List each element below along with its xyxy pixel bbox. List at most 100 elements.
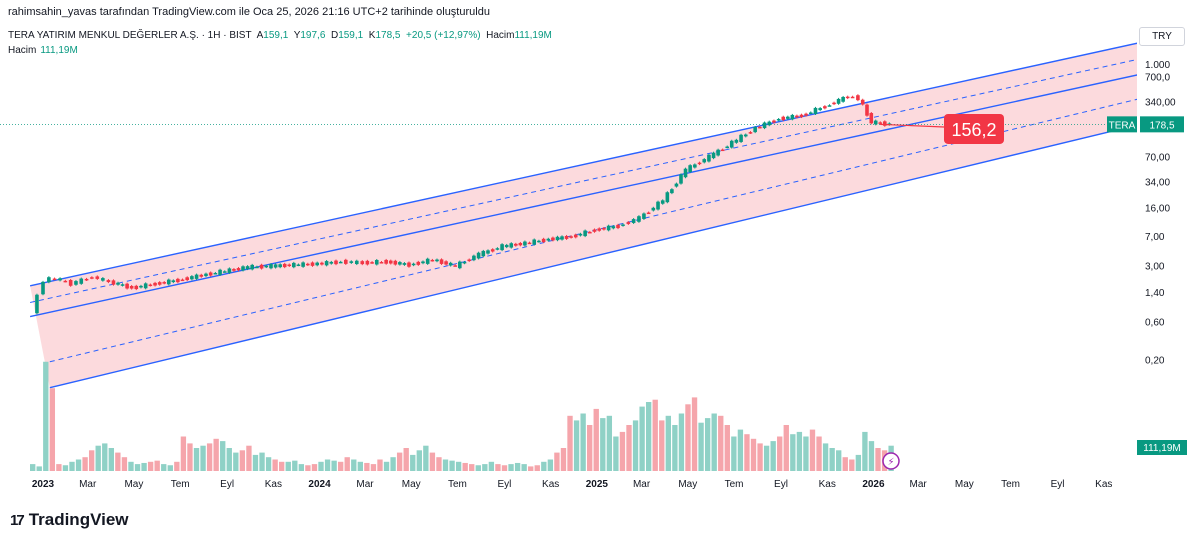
x-tick-label: 2025 xyxy=(586,479,609,490)
y-tick-label: 340,00 xyxy=(1145,98,1176,109)
y-tick-label: 1.000 xyxy=(1145,60,1170,71)
candle-body xyxy=(125,283,129,289)
candle-body xyxy=(693,164,697,168)
volume-bar xyxy=(567,415,573,471)
volume-bar xyxy=(95,445,101,471)
x-tick-label: Eyl xyxy=(774,479,788,490)
candle-body xyxy=(611,226,616,229)
tradingview-brand: TradingView xyxy=(28,510,129,529)
x-tick-label: Tem xyxy=(171,479,190,490)
volume-bar xyxy=(410,454,416,471)
volume-bar xyxy=(43,361,49,471)
candle-body xyxy=(578,233,583,236)
tradingview-logo[interactable]: 17 TradingView xyxy=(10,510,129,530)
candle-body xyxy=(865,104,869,116)
volume-bar xyxy=(652,399,658,471)
volume-bar xyxy=(626,425,632,471)
volume-bar xyxy=(337,461,344,471)
candle-body xyxy=(416,261,421,265)
volume-bar xyxy=(704,418,711,471)
volume-bar xyxy=(220,441,226,471)
x-tick-label: 2024 xyxy=(308,479,331,490)
volume-bar xyxy=(501,465,508,471)
candle-body xyxy=(296,264,301,267)
volume-bar xyxy=(488,461,495,471)
volume-bar xyxy=(49,388,56,471)
candle-body xyxy=(349,261,354,263)
channel-mid-line xyxy=(29,74,1137,318)
candle-body xyxy=(776,119,781,121)
candle-body xyxy=(674,183,679,187)
candle-body xyxy=(665,192,670,203)
candle-body xyxy=(90,277,94,279)
volume-bar xyxy=(82,457,88,471)
candle-body xyxy=(651,207,656,211)
candle-body xyxy=(569,236,573,238)
y-tick-label: 16,00 xyxy=(1145,204,1170,215)
candle-body xyxy=(273,264,278,268)
y-tick-label: 70,00 xyxy=(1145,152,1170,163)
volume-bar xyxy=(593,408,599,471)
candle-body xyxy=(320,262,324,265)
volume-bar xyxy=(462,462,468,471)
candle-body xyxy=(660,200,665,204)
volume-bar xyxy=(803,436,809,471)
x-tick-label: Tem xyxy=(448,479,467,490)
volume-bar xyxy=(816,436,822,471)
volume-bar xyxy=(390,457,396,471)
volume-bar xyxy=(777,436,783,471)
candle-body xyxy=(720,149,725,152)
volume-bar xyxy=(541,461,547,471)
volume-bar xyxy=(449,460,455,471)
volume-bar xyxy=(475,465,481,471)
candle-body xyxy=(523,241,527,246)
candle-body xyxy=(421,261,425,264)
candle-body xyxy=(236,268,241,271)
volume-bar xyxy=(469,464,475,471)
candle-body xyxy=(255,266,259,269)
candle-body xyxy=(278,264,282,268)
currency-selector[interactable]: TRY xyxy=(1139,27,1185,46)
candle-body xyxy=(631,219,636,223)
candle-body xyxy=(551,237,555,241)
channel-upper-dashed-line xyxy=(30,59,1137,303)
candle-body xyxy=(697,162,702,165)
volume-bar xyxy=(600,418,606,471)
volume-bar xyxy=(364,462,370,471)
volume-bar xyxy=(115,452,121,471)
candle-body xyxy=(509,243,514,248)
volume-bar xyxy=(259,452,265,471)
volume-bar xyxy=(285,461,291,471)
volume-bar xyxy=(632,420,639,471)
y-tick-label: 1,40 xyxy=(1145,288,1165,299)
candle-body xyxy=(68,280,73,286)
candle-body xyxy=(120,284,125,286)
x-tick-label: Eyl xyxy=(220,479,234,490)
candle-body xyxy=(767,121,772,126)
volume-bar xyxy=(737,429,744,471)
volume-bar xyxy=(318,461,324,471)
candle-body xyxy=(823,106,827,109)
symbol-tag-label: TERA xyxy=(1109,120,1136,131)
candle-body xyxy=(621,224,625,226)
candle-body xyxy=(481,250,486,257)
candle-body xyxy=(772,120,776,123)
volume-bar xyxy=(514,462,521,471)
candle-body xyxy=(626,222,631,224)
candle-body xyxy=(527,242,532,245)
y-tick-label: 7,00 xyxy=(1145,232,1165,243)
candle-body xyxy=(504,244,509,248)
x-tick-label: May xyxy=(955,479,974,490)
volume-bar xyxy=(69,461,75,471)
candle-body xyxy=(393,260,398,265)
volume-bar xyxy=(167,465,173,471)
volume-bar xyxy=(88,450,95,471)
candle-body xyxy=(467,259,472,262)
volume-bar xyxy=(698,422,704,471)
candle-body xyxy=(808,112,813,114)
candle-body xyxy=(476,252,481,259)
candle-body xyxy=(592,229,597,232)
candle-body xyxy=(883,121,887,126)
candle-body xyxy=(398,262,402,265)
